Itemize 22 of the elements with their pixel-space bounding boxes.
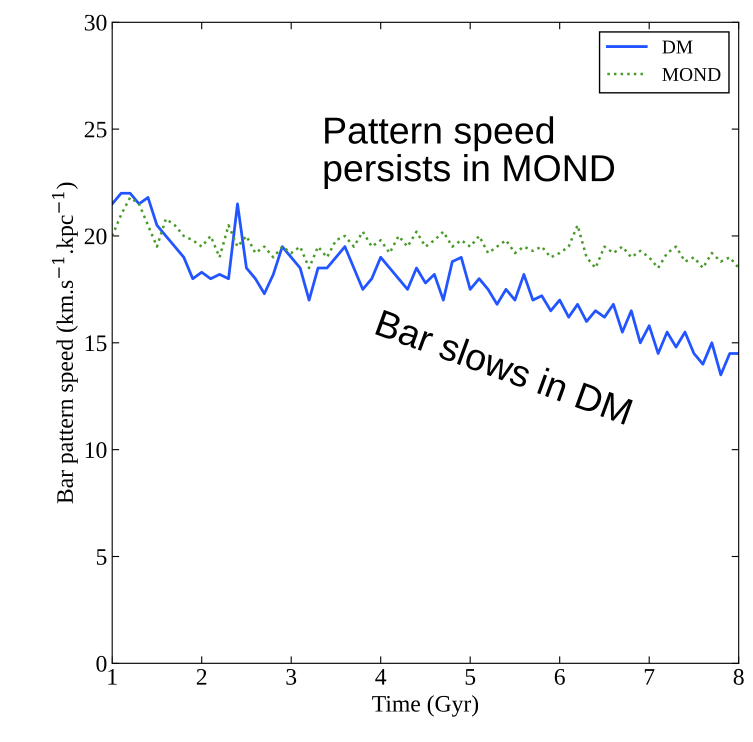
- x-tick-label: 5: [466, 669, 476, 685]
- y-tick-label: 0: [96, 656, 106, 672]
- x-tick-label: 3: [286, 668, 296, 685]
- y-tick-label: 10: [86, 442, 106, 458]
- y-axis-title: Bar pattern speed (km.s$^{−1}$.kpc$^{−1}$): [52, 182, 78, 504]
- y-tick-label: 25: [84, 122, 106, 138]
- legend-label: MOND: [662, 68, 720, 82]
- x-tick-label: 2: [196, 668, 206, 685]
- y-tick-label: 15: [86, 335, 106, 352]
- x-tick-label: 1: [108, 669, 117, 685]
- legend-label: DM: [662, 40, 693, 54]
- x-axis-title: Time (Gyr): [372, 695, 478, 717]
- x-tick-label: 7: [644, 669, 654, 685]
- annotation: Pattern speed persists in MOND: [324, 116, 614, 189]
- y-tick-label: 30: [84, 14, 106, 31]
- y-tick-label: 20: [84, 228, 106, 244]
- annotation: Bar slows in DM: [375, 308, 634, 426]
- x-tick-label: 4: [375, 669, 386, 685]
- line-series: [112, 196, 739, 270]
- x-tick-label: 6: [554, 668, 565, 685]
- y-tick-label: 5: [96, 549, 106, 565]
- x-tick-label: 8: [734, 668, 744, 685]
